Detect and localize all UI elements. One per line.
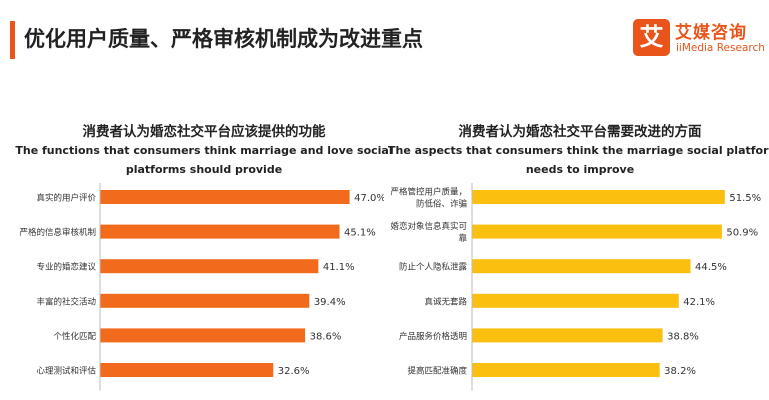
category-label: 严格管控用户质量， (390, 187, 467, 198)
chart-title-en-line1: The functions that consumers think marri… (15, 144, 393, 157)
chart-title-cn: 消费者认为婚恋社交平台应该提供的功能 (82, 124, 326, 140)
data-label: 50.9% (726, 228, 758, 239)
bar (100, 259, 319, 274)
bar (472, 293, 679, 308)
iimedia-logo: 艾 艾媒咨询 iiMedia Research (633, 18, 765, 60)
bar-chart-functions: 47.0% 真实的用户评价 45.1% 严格的信息审核机制 41.1% 专业的婚恋建议 39… (19, 183, 384, 391)
category-label: 婚恋对象信息真实可 (390, 221, 467, 232)
category-label: 丰富的社交活动 (36, 296, 96, 307)
category-label: 产品服务价格透明 (399, 331, 467, 342)
bar (472, 328, 663, 343)
bar (100, 190, 350, 204)
data-label: 45.1% (344, 228, 376, 239)
category-label: 提高匹配准确度 (407, 366, 467, 377)
data-label: 41.1% (323, 262, 355, 273)
chart-title-en-line1: The aspects that consumers think the mar… (388, 144, 769, 157)
category-label: 防止个人隐私泄露 (399, 262, 468, 273)
bar (472, 259, 691, 274)
category-label: 专业的婚恋建议 (36, 262, 96, 273)
category-label: 防低俗、诈骗 (416, 199, 467, 210)
data-label: 51.5% (729, 193, 761, 204)
bar (100, 293, 310, 308)
title-accent-bar (10, 21, 15, 59)
category-label: 个性化匹配 (53, 331, 96, 342)
chart-panel-functions: 消费者认为婚恋社交平台应该提供的功能 The functions that co… (0, 118, 393, 400)
bar (472, 190, 725, 204)
data-label: 47.0% (354, 193, 384, 204)
data-label: 38.6% (310, 331, 342, 342)
page-title: 优化用户质量、严格审核机制成为改进重点 (24, 27, 423, 51)
logo-mark: 艾 (633, 19, 670, 56)
chart-title-en-line2: needs to improve (525, 163, 635, 176)
bar (472, 363, 660, 377)
logo-name-en: iiMedia Research (676, 42, 765, 54)
data-label: 32.6% (278, 366, 310, 377)
bar (472, 224, 722, 239)
category-label: 真诚无套路 (424, 296, 467, 307)
chart-title-cn: 消费者认为婚恋社交平台需要改进的方面 (458, 124, 702, 140)
data-label: 39.4% (314, 297, 346, 308)
data-label: 38.2% (664, 366, 696, 377)
chart-title-en-line2: platforms should provide (125, 163, 283, 176)
category-label: 真实的用户评价 (36, 193, 96, 204)
data-label: 44.5% (695, 262, 727, 273)
bar (100, 328, 306, 343)
category-label: 心理测试和评估 (36, 366, 96, 377)
logo-name-cn: 艾媒咨询 (675, 23, 747, 43)
category-label: 严格的信息审核机制 (19, 227, 96, 238)
logo-glyph: 艾 (639, 23, 664, 51)
bar (100, 363, 274, 377)
data-label: 42.1% (683, 297, 715, 308)
bar (100, 224, 340, 239)
data-label: 38.8% (667, 331, 699, 342)
chart-panel-improvements: 消费者认为婚恋社交平台需要改进的方面 The aspects that cons… (384, 118, 769, 400)
category-label: 靠 (458, 233, 467, 244)
